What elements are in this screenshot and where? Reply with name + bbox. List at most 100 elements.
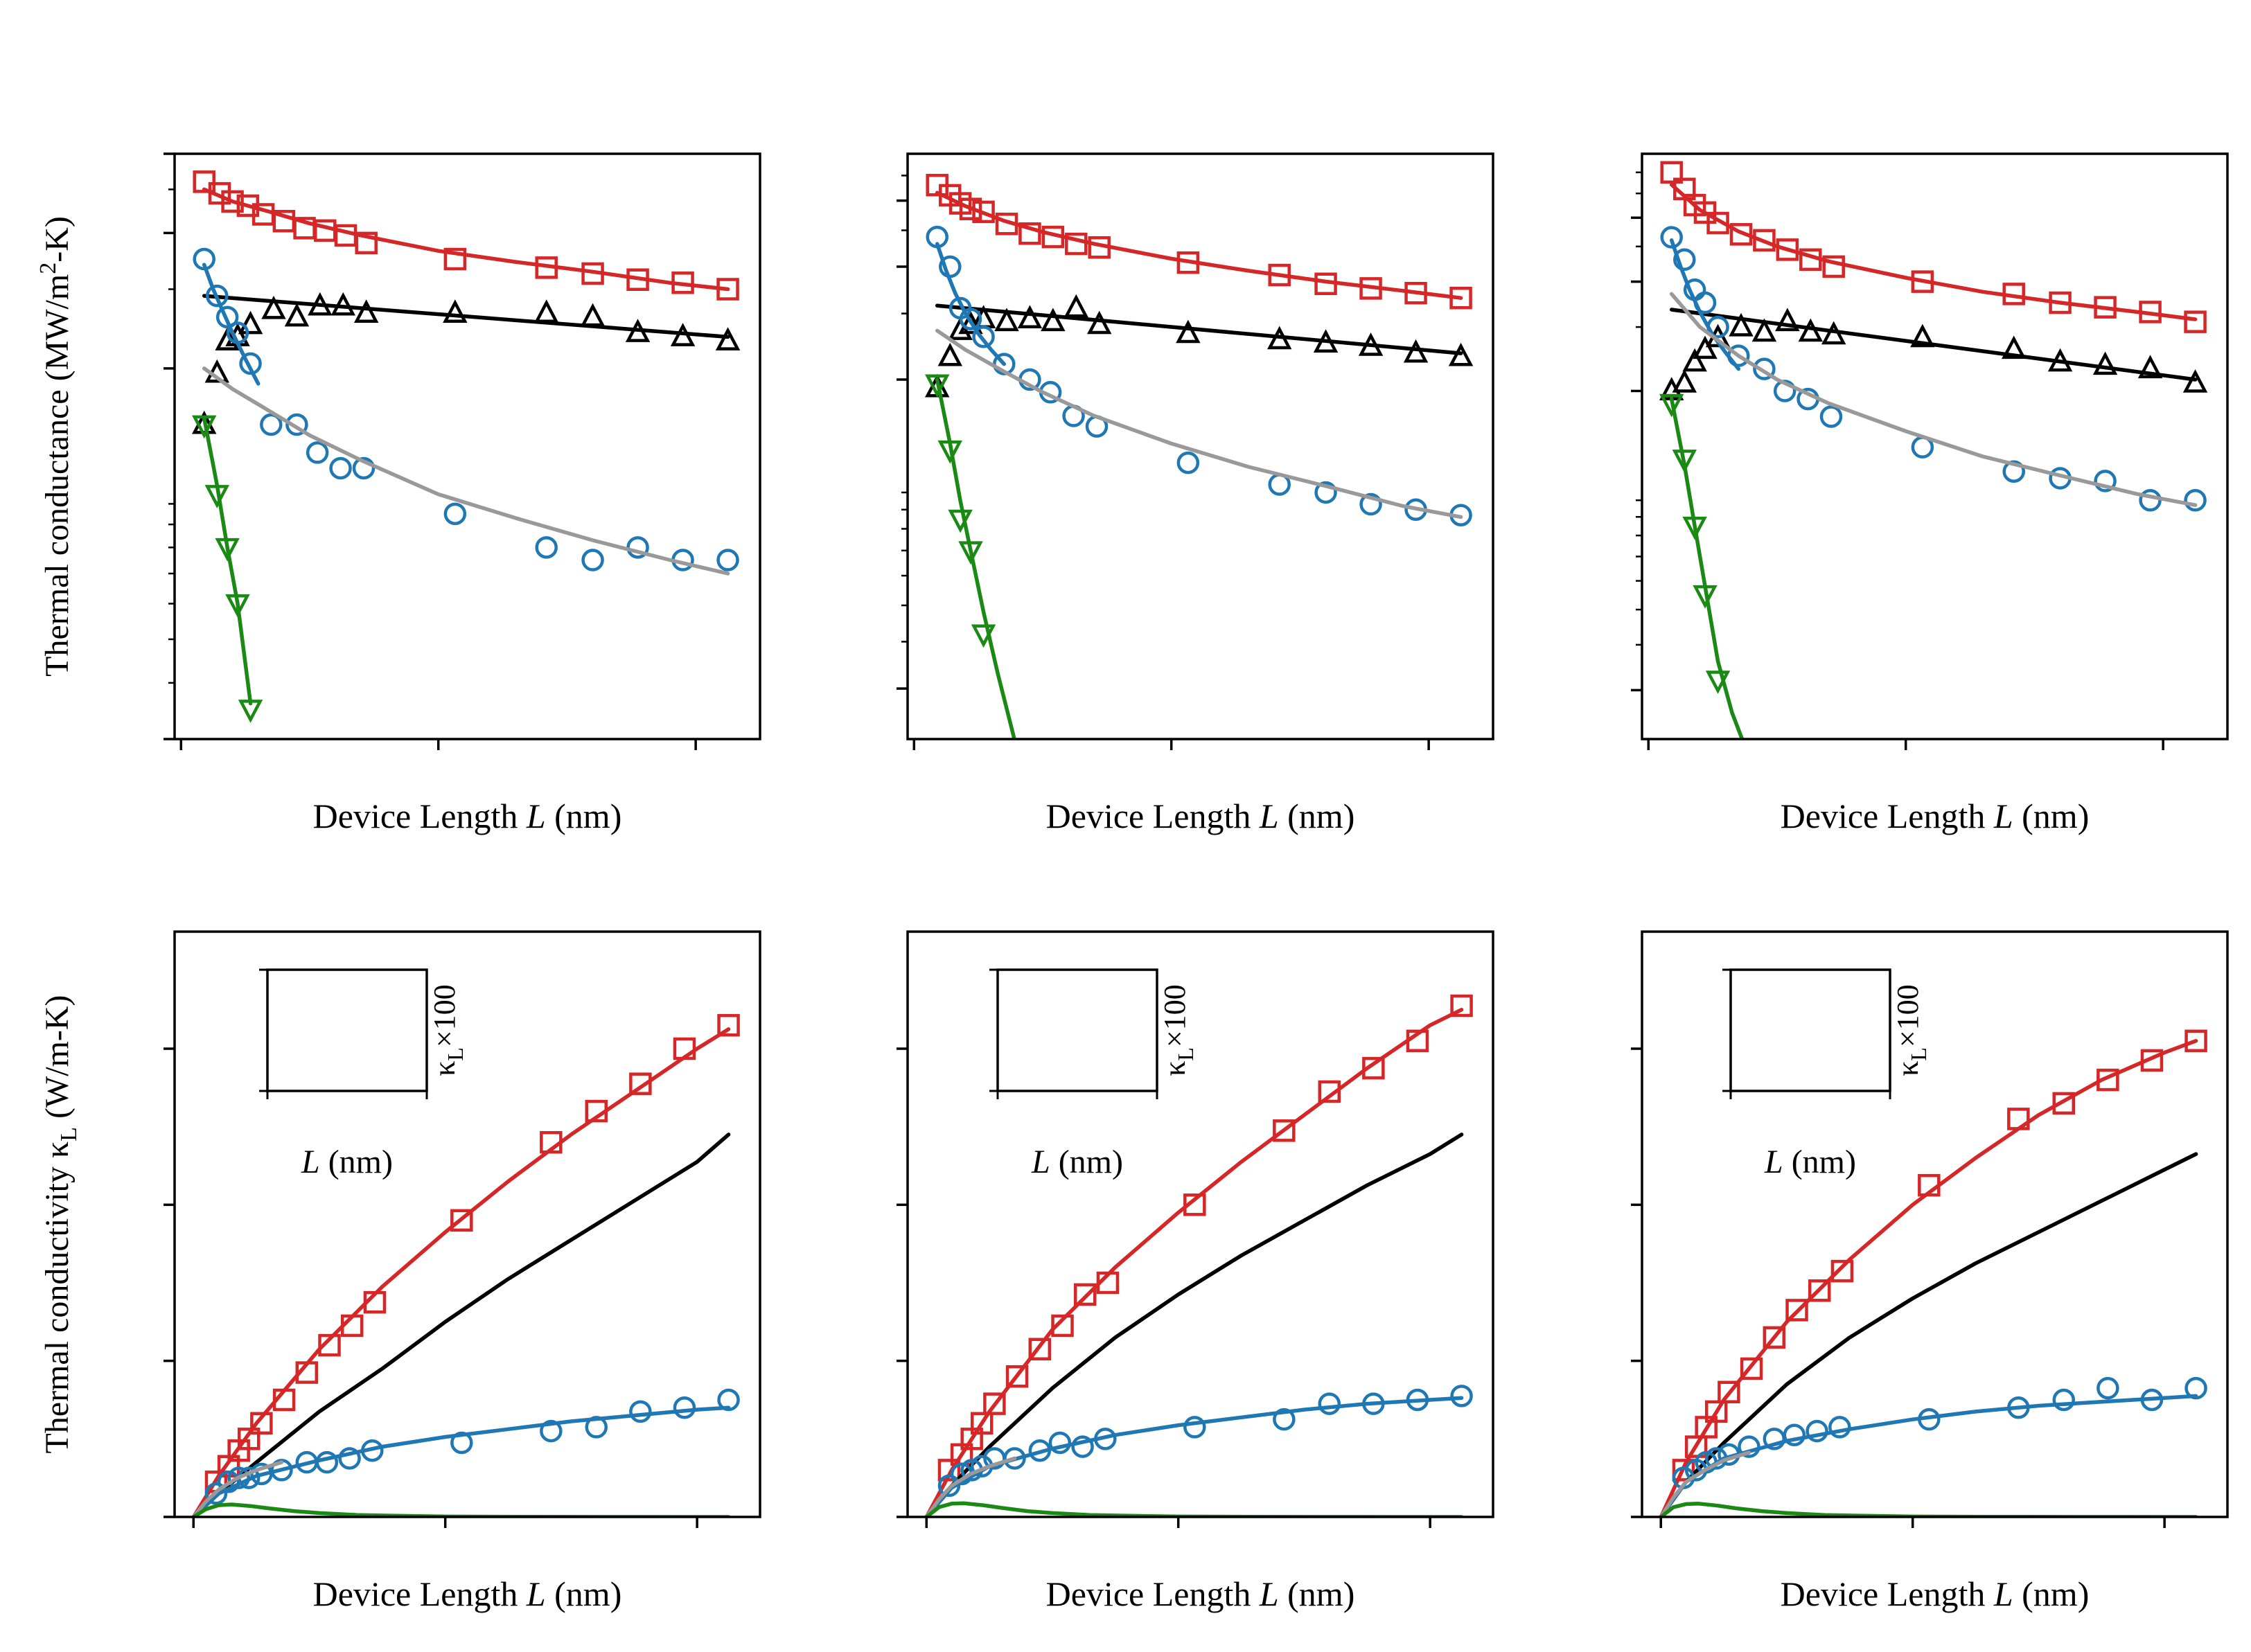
series-blue-circles [1672, 1376, 2207, 1489]
series-red-squares [193, 170, 739, 301]
fit-line [202, 416, 253, 706]
data-point [1063, 294, 1089, 318]
data-point [2002, 460, 2025, 483]
series-blue-fit [1669, 238, 1741, 371]
data-point [261, 296, 286, 319]
data-point [2184, 310, 2207, 333]
series-gray-fit [1669, 292, 2198, 507]
data-point [1362, 1056, 1385, 1080]
data-point [1672, 1459, 1695, 1482]
data-point [629, 1400, 652, 1423]
data-point [580, 303, 606, 327]
series-black-fit [202, 294, 730, 339]
data-point [972, 326, 995, 348]
data-point [1073, 1283, 1097, 1306]
x-axis-label: L (nm) [301, 1144, 393, 1180]
data-point [1403, 339, 1429, 363]
data-point [1086, 310, 1112, 335]
fit-line [1659, 1450, 1751, 1517]
data-point [1776, 238, 1799, 261]
data-point [1314, 481, 1337, 504]
series-gray-fit [191, 1460, 284, 1517]
data-point [673, 1396, 696, 1419]
fit-line [191, 1502, 731, 1517]
data-point [994, 308, 1019, 332]
data-point [353, 299, 379, 323]
series-black-fit [935, 303, 1463, 355]
series-gray-fit [1659, 1450, 1751, 1517]
fit-line [1669, 238, 1741, 371]
data-point [1751, 318, 1777, 342]
data-point [285, 413, 308, 436]
data-point [1704, 1400, 1728, 1423]
inset-e: L (nm) κL×100 [989, 967, 1198, 1180]
data-point [237, 1428, 261, 1450]
plot-frame [906, 930, 1494, 1518]
series-red-squares [937, 994, 1473, 1482]
data-point [715, 327, 741, 350]
data-point [1273, 1407, 1296, 1431]
fit-line [202, 366, 730, 576]
y-axis-label: Thermal conductance (MW/m2-K) [35, 216, 76, 677]
fit-line [202, 294, 730, 339]
series-green-curve [191, 1502, 731, 1517]
data-point [1028, 1338, 1052, 1361]
data-point [1682, 348, 1707, 372]
fit-line [191, 1027, 731, 1517]
data-point [1718, 1380, 1740, 1403]
data-point [1176, 451, 1200, 474]
fit-line [935, 303, 1463, 355]
data-point [443, 247, 467, 271]
series-black-curve [1659, 1152, 2198, 1517]
plot-frame [1641, 152, 2229, 740]
fit-line [1659, 1038, 2198, 1517]
data-point [2052, 1388, 2076, 1412]
data-point [338, 1447, 361, 1470]
series-blue-fit [191, 1405, 731, 1517]
data-point [1659, 393, 1684, 418]
data-point [260, 413, 283, 436]
data-point [204, 1482, 228, 1505]
data-point [937, 342, 963, 366]
fit-line [935, 378, 1016, 739]
data-point [959, 197, 982, 220]
data-point [1359, 492, 1382, 516]
data-point [443, 502, 467, 526]
data-point [970, 1412, 994, 1435]
data-point [1318, 1392, 1341, 1415]
fit-line [924, 1396, 1464, 1517]
series-blue-fit [924, 1396, 1464, 1517]
series-green-triangles [1659, 393, 1731, 694]
data-point [1783, 1423, 1806, 1446]
plot-frame [173, 152, 761, 740]
inset-frame [1729, 968, 1891, 1092]
fit-line [191, 1405, 731, 1517]
series-red-fit [1659, 1038, 2198, 1517]
fit-line [935, 190, 1463, 300]
inset-frame [996, 968, 1158, 1092]
x-axis-label: L (nm) [1031, 1144, 1123, 1180]
inset-background [995, 967, 1160, 1094]
series-gray-fit [935, 328, 1463, 519]
data-point [329, 456, 352, 480]
data-point [239, 352, 262, 375]
series-green-fit [202, 416, 253, 706]
data-point [948, 317, 973, 340]
data-point [2182, 369, 2208, 393]
fit-line [924, 1007, 1464, 1517]
inset-background [265, 967, 430, 1094]
data-point [540, 1419, 563, 1443]
data-point [450, 1209, 473, 1232]
fit-line [1669, 397, 1745, 739]
x-axis-label: Device Length L (nm) [313, 797, 622, 835]
data-point [1041, 308, 1066, 332]
inset-background [1728, 967, 1893, 1094]
panel-c: Device Length L (nm) [1631, 152, 2229, 835]
series-blue-fit [935, 242, 1007, 366]
data-point [1672, 369, 1697, 393]
data-point [1830, 1259, 1854, 1283]
fit-line [935, 328, 1463, 519]
inset-y-axis-label: κL×100 [1158, 984, 1198, 1076]
data-point [1822, 255, 1845, 278]
